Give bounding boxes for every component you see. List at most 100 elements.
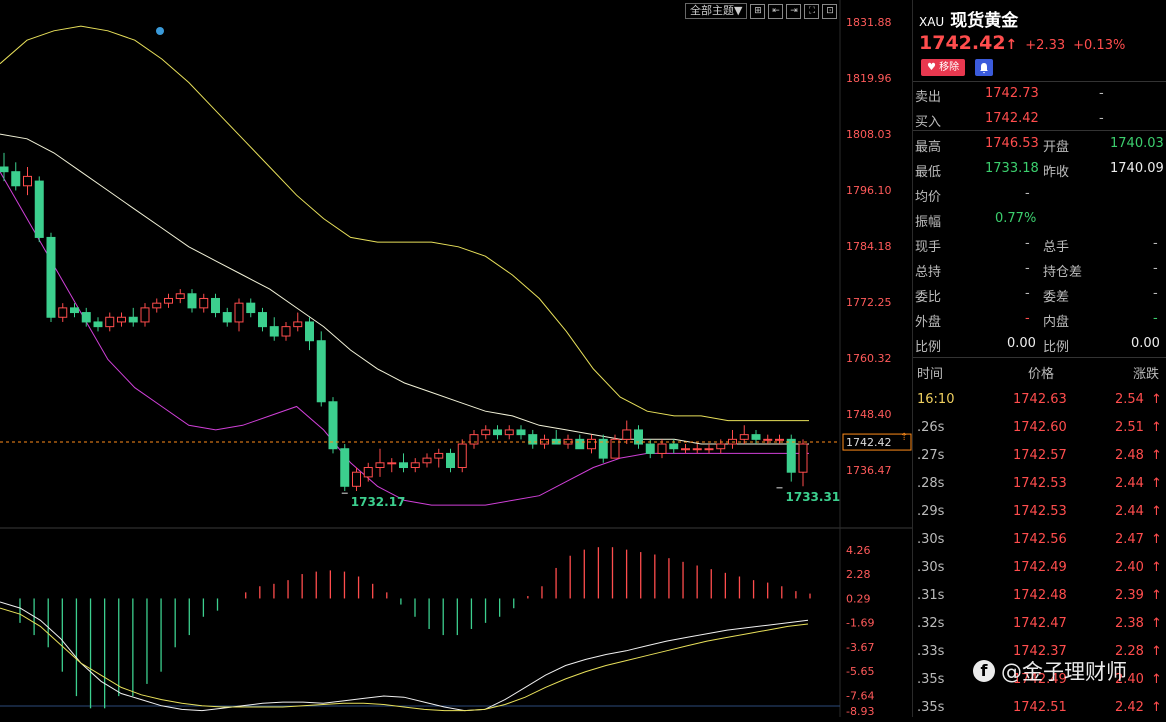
remove-favorite-button[interactable]: ♥ 移除 <box>921 59 966 76</box>
candle-body <box>258 312 267 328</box>
bollinger-lower-line <box>0 171 809 506</box>
inner-label: 内盘 <box>1043 315 1070 330</box>
theme-select[interactable]: 全部主题▼ <box>685 3 748 19</box>
bell-icon <box>980 62 989 73</box>
buy-price: 1742.42 <box>985 111 1039 126</box>
chart-toolbar: 全部主题▼ ⊞ ⇤ ⇥ ⛶ ⊡ <box>685 3 838 19</box>
current-hand-value: - <box>1025 236 1030 251</box>
avg-value: - <box>1025 186 1030 201</box>
outer-label: 外盘 <box>915 315 942 330</box>
high-value: 1746.53 <box>985 136 1039 151</box>
alert-button[interactable] <box>975 59 994 76</box>
tick-time: .26s <box>917 420 945 435</box>
amplitude-value: 0.77% <box>995 211 1037 226</box>
up-arrow-icon: ↑ <box>1151 700 1162 715</box>
candle-body <box>516 429 526 436</box>
candle-body <box>175 293 185 299</box>
tick-time: .30s <box>917 560 945 575</box>
candle-body <box>117 316 126 323</box>
tick-change: 2.47 <box>1115 532 1144 547</box>
buy-volume: - <box>1099 111 1104 126</box>
tick-time: .35s <box>917 700 945 715</box>
macd-dif-line <box>0 601 809 712</box>
tick-price: 1742.53 <box>1013 476 1067 491</box>
current-hand-label: 现手 <box>915 240 942 255</box>
tick-price: 1742.48 <box>1013 588 1067 603</box>
sell-price: 1742.73 <box>985 86 1039 101</box>
candle-body <box>657 443 667 454</box>
up-arrow-icon: ↑ <box>1151 504 1162 519</box>
tick-change: 2.42 <box>1115 700 1144 715</box>
candle-body <box>422 457 432 464</box>
watermark-text: @金子理财师 <box>1001 660 1127 684</box>
ratio-value-2: 0.00 <box>1131 336 1160 351</box>
fullscreen-icon[interactable]: ⛶ <box>804 3 820 19</box>
candle-body <box>328 401 338 450</box>
order-diff-value: - <box>1153 286 1158 301</box>
tick-change: 2.44 <box>1115 476 1144 491</box>
y-tick-label: 1760.32 <box>846 352 892 365</box>
zoom-icon[interactable]: ⊡ <box>822 3 838 19</box>
ratio-label-2: 比例 <box>1043 340 1070 355</box>
candle-body <box>375 462 385 469</box>
tick-time: .28s <box>917 476 945 491</box>
prev-close-label: 昨收 <box>1043 165 1070 180</box>
scroll-right-icon[interactable]: ⇥ <box>786 3 802 19</box>
candle-body <box>575 438 585 450</box>
candle-body <box>352 471 361 487</box>
candle-body <box>716 443 726 450</box>
tick-list[interactable]: 时间 价格 涨跌 16:10 1742.63 2.54 ↑ .26s 1742.60 2.5… <box>913 362 1166 722</box>
tick-change: 2.40 <box>1115 672 1144 687</box>
order-diff-label: 委差 <box>1043 290 1070 305</box>
tick-time: .33s <box>917 644 945 659</box>
candle-body <box>81 312 91 323</box>
y-tick-label: 1784.18 <box>846 240 892 253</box>
tick-change: 2.38 <box>1115 616 1144 631</box>
tick-price: 1742.49 <box>1013 672 1067 687</box>
y-tick-label: 1819.96 <box>846 72 892 85</box>
up-arrow-icon: ↑ <box>1151 532 1162 547</box>
candle-body <box>387 462 397 465</box>
tick-header-time: 时间 <box>917 367 944 382</box>
scroll-left-icon[interactable]: ⇤ <box>768 3 784 19</box>
candle-body <box>340 448 350 487</box>
stats-table: 最高 1746.53 开盘 1740.03 最低 1733.18 昨收 1740.09 均价… <box>913 131 1166 356</box>
tick-change: 2.48 <box>1115 448 1144 463</box>
current-price-label: 1742.42 <box>846 436 892 449</box>
low-annotation: 1732.17 <box>351 495 406 509</box>
avg-label: 均价 <box>915 190 942 205</box>
candle-body <box>681 448 690 451</box>
brand-logo-icon: f <box>973 660 995 682</box>
macd-y-tick-label: 2.28 <box>846 568 871 581</box>
candle-body <box>504 429 514 436</box>
indicator-dot <box>156 27 164 35</box>
tick-row: .29s 1742.53 2.44 ↑ <box>913 498 1166 526</box>
tick-row: .26s 1742.60 2.51 ↑ <box>913 414 1166 442</box>
bollinger-mid-line <box>0 133 809 445</box>
macd-y-tick-label: 0.29 <box>846 592 871 605</box>
tick-row: .31s 1742.48 2.39 ↑ <box>913 582 1166 610</box>
candle-body <box>363 467 373 478</box>
instrument-code: XAU <box>919 15 945 29</box>
tick-change: 2.39 <box>1115 588 1144 603</box>
order-ratio-value: - <box>1025 286 1030 301</box>
up-arrow-icon: ↑ <box>1005 37 1018 53</box>
candle-body <box>152 302 162 309</box>
candle-body <box>93 321 103 328</box>
heart-icon: ♥ <box>927 62 936 73</box>
up-arrow-icon: ↑ <box>1151 392 1162 407</box>
price-chart[interactable]: 1831.88 1819.96 1808.03 1796.10 1784.18 1772.… <box>0 0 912 717</box>
tick-change: 2.40 <box>1115 560 1144 575</box>
total-hand-label: 总手 <box>1043 240 1070 255</box>
up-arrow-icon: ↑ <box>1151 560 1162 575</box>
tick-row: .33s 1742.37 2.28 ↑ <box>913 638 1166 666</box>
sell-label: 卖出 <box>915 90 942 105</box>
tick-time: .27s <box>917 448 945 463</box>
candle-body <box>622 429 632 440</box>
tick-price: 1742.51 <box>1013 700 1067 715</box>
grid-icon[interactable]: ⊞ <box>750 3 766 19</box>
tick-time: .32s <box>917 616 945 631</box>
price-row: 1742.42↑ +2.33 +0.13% <box>919 32 1125 54</box>
tick-row: .32s 1742.47 2.38 ↑ <box>913 610 1166 638</box>
tick-row: 16:10 1742.63 2.54 ↑ <box>913 386 1166 414</box>
